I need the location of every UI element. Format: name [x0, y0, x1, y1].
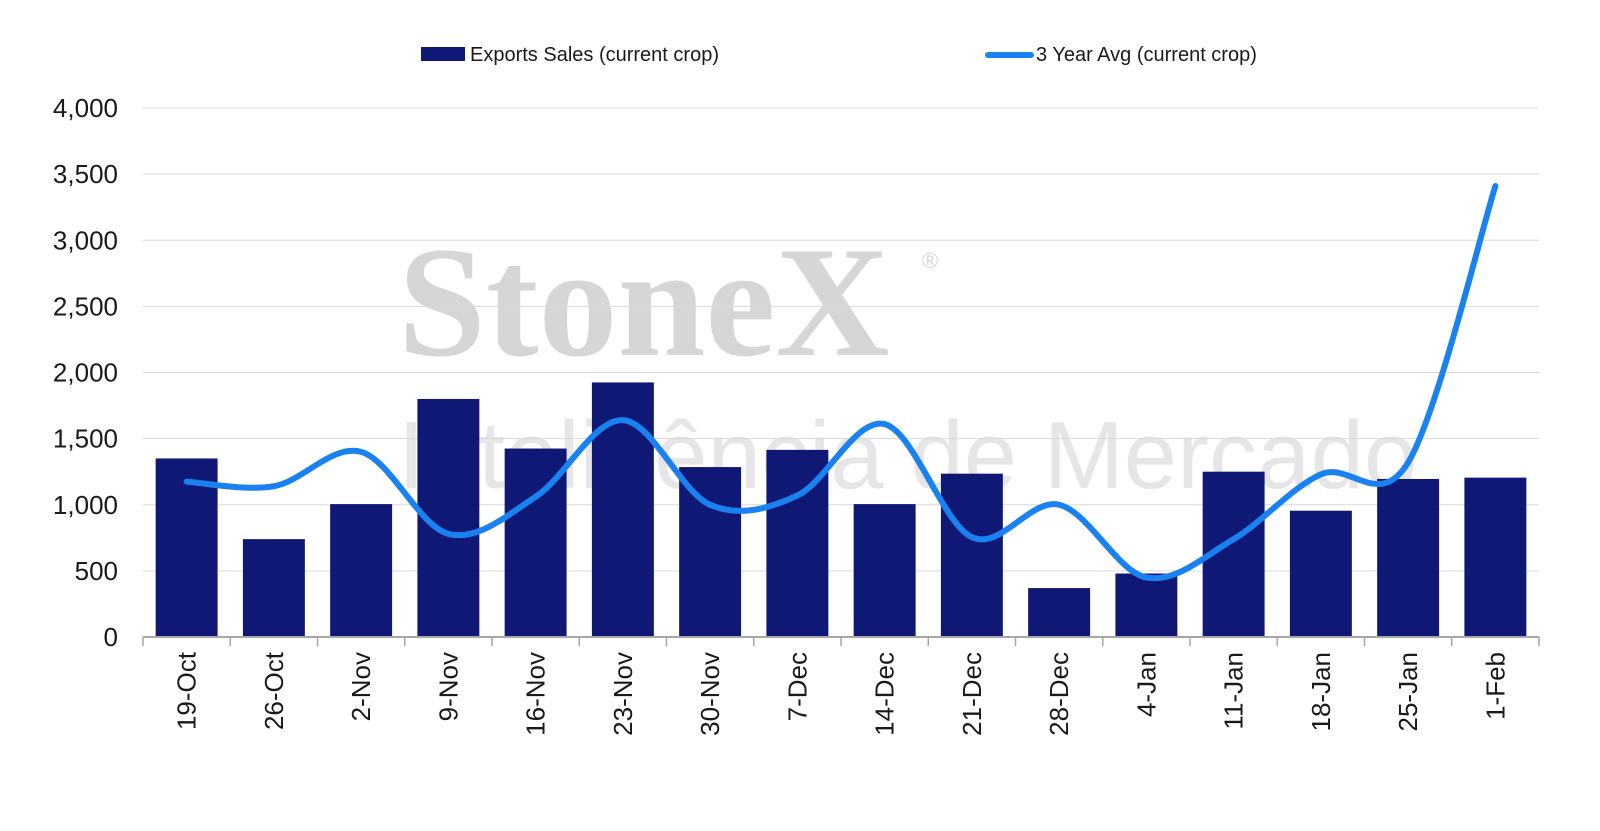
x-tick-label: 23-Nov [608, 652, 638, 736]
y-tick-label: 2,000 [53, 358, 118, 388]
y-tick-label: 4,000 [53, 93, 118, 123]
legend-line-label: 3 Year Avg (current crop) [1036, 44, 1257, 66]
x-tick-label: 28-Dec [1044, 652, 1074, 736]
legend: Exports Sales (current crop) 3 Year Avg … [421, 44, 1257, 66]
x-axis: 19-Oct 26-Oct 2-Nov 9-Nov 16-Nov 23-Nov 30-Nov… [142, 636, 1540, 736]
y-tick-label: 500 [75, 556, 118, 586]
bar-18-Jan [1289, 510, 1352, 637]
x-tick-label: 7-Dec [782, 652, 812, 721]
x-tick-label: 4-Jan [1131, 652, 1161, 717]
x-tick-label: 30-Nov [695, 652, 725, 736]
bar-30-Nov [679, 467, 742, 637]
y-tick-label: 3,000 [53, 225, 118, 255]
bar-14-Dec [853, 504, 916, 637]
x-tick-label: 21-Dec [957, 652, 987, 736]
bar-21-Dec [940, 473, 1003, 637]
bar-1-Feb [1464, 477, 1527, 637]
legend-bar-swatch [421, 47, 465, 61]
legend-bar-label: Exports Sales (current crop) [470, 44, 719, 66]
x-tick-label: 1-Feb [1480, 652, 1510, 720]
x-tick-label: 25-Jan [1393, 652, 1423, 732]
y-tick-label: 3,500 [53, 159, 118, 189]
bar-19-Oct [155, 458, 218, 637]
bar-28-Dec [1028, 588, 1091, 637]
y-axis: 0 500 1,000 1,500 2,000 2,500 3,000 3,500 4,000 [53, 93, 118, 652]
y-tick-label: 1,000 [53, 490, 118, 520]
x-tick-label: 9-Nov [433, 652, 463, 721]
bar-26-Oct [242, 539, 305, 637]
line-series [183, 183, 1499, 582]
x-tick-label: 16-Nov [521, 652, 551, 736]
x-tick-label: 14-Dec [870, 652, 900, 736]
watermark-brand: StoneX [398, 215, 890, 390]
bar-2-Nov [330, 504, 393, 637]
x-tick-label: 19-Oct [172, 651, 202, 730]
line-3-year-avg [183, 183, 1499, 582]
y-tick-label: 1,500 [53, 424, 118, 454]
x-tick-label: 11-Jan [1219, 652, 1249, 730]
x-tick-label: 18-Jan [1306, 652, 1336, 732]
x-tick-label: 26-Oct [259, 651, 289, 730]
bar-25-Jan [1377, 478, 1440, 637]
y-tick-label: 2,500 [53, 291, 118, 321]
bar-4-Jan [1115, 573, 1178, 637]
watermark-registered-mark: ® [922, 248, 938, 273]
x-tick-label: 2-Nov [346, 652, 376, 721]
y-tick-label: 0 [104, 622, 118, 652]
watermark: StoneX ® Inteligência de Mercado [398, 215, 1417, 509]
